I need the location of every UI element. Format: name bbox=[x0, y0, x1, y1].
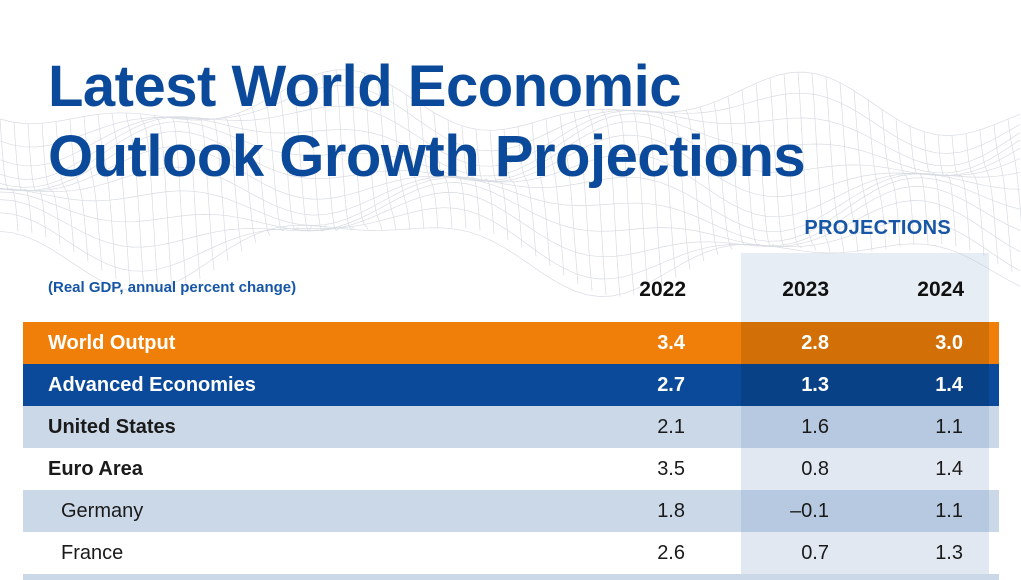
row-label: France bbox=[61, 542, 124, 564]
row-label: World Output bbox=[48, 332, 176, 354]
projection-shade bbox=[741, 448, 989, 490]
value-2023: 1.6 bbox=[801, 416, 829, 438]
table-row-germany: Germany 1.8 –0.1 1.1 bbox=[23, 490, 999, 532]
table-row-world-output: World Output 3.4 2.8 3.0 bbox=[23, 322, 999, 364]
value-2022: 3.4 bbox=[657, 332, 685, 354]
title-line-2: Outlook Growth Projections bbox=[48, 124, 806, 189]
page-title: Latest World Economic Outlook Growth Pro… bbox=[48, 52, 806, 192]
row-label: Advanced Economies bbox=[48, 374, 256, 396]
table-row-partial bbox=[23, 574, 999, 580]
projection-shade bbox=[741, 490, 989, 532]
background-wireframe bbox=[0, 69, 1021, 297]
value-2023: 0.8 bbox=[801, 458, 829, 480]
value-2024: 1.4 bbox=[935, 374, 963, 396]
column-header-2022: 2022 bbox=[639, 278, 686, 301]
row-label: United States bbox=[48, 416, 176, 438]
row-label: Euro Area bbox=[48, 458, 143, 480]
table-row-advanced-economies: Advanced Economies 2.7 1.3 1.4 bbox=[23, 364, 999, 406]
table-row-euro-area: Euro Area 3.5 0.8 1.4 bbox=[23, 448, 999, 490]
value-2023: 0.7 bbox=[801, 542, 829, 564]
value-2022: 1.8 bbox=[657, 500, 685, 522]
projections-label: PROJECTIONS bbox=[804, 217, 951, 239]
column-header-2023: 2023 bbox=[782, 278, 829, 301]
value-2022: 2.7 bbox=[657, 374, 685, 396]
projection-shade bbox=[741, 406, 989, 448]
table-row-france: France 2.6 0.7 1.3 bbox=[23, 532, 999, 574]
projections-table: World Output 3.4 2.8 3.0 Advanced Econom… bbox=[23, 322, 999, 580]
projection-shade bbox=[741, 322, 989, 364]
value-2022: 3.5 bbox=[657, 458, 685, 480]
value-2023: 1.3 bbox=[801, 374, 829, 396]
value-2024: 1.1 bbox=[935, 500, 963, 522]
value-2023: –0.1 bbox=[790, 500, 829, 522]
row-label: Germany bbox=[61, 500, 144, 522]
value-2024: 1.3 bbox=[935, 542, 963, 564]
title-line-1: Latest World Economic bbox=[48, 54, 681, 119]
column-header-2024: 2024 bbox=[917, 278, 964, 301]
projection-shade bbox=[741, 532, 989, 574]
table-row-united-states: United States 2.1 1.6 1.1 bbox=[23, 406, 999, 448]
value-2024: 1.1 bbox=[935, 416, 963, 438]
value-2023: 2.8 bbox=[801, 332, 829, 354]
value-2022: 2.6 bbox=[657, 542, 685, 564]
value-2022: 2.1 bbox=[657, 416, 685, 438]
value-2024: 3.0 bbox=[935, 332, 963, 354]
projection-shade bbox=[741, 364, 989, 406]
table-subtitle: (Real GDP, annual percent change) bbox=[48, 279, 297, 296]
value-2024: 1.4 bbox=[935, 458, 963, 480]
